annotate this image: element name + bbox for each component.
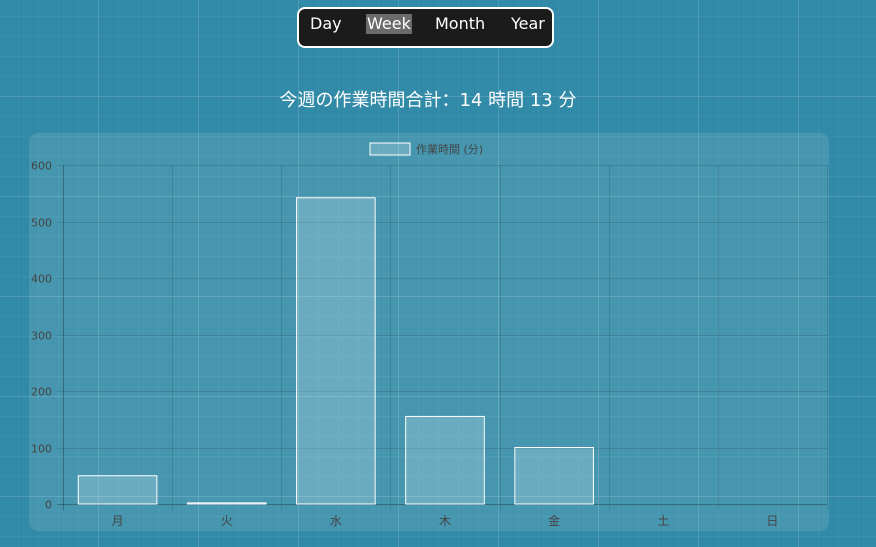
bar-0: [77, 475, 158, 505]
tab-week[interactable]: Week: [366, 14, 412, 34]
chart-panel: 0 100 200 300 400 500 600 月 火 水 木 金 土 日 作業時間 (分): [29, 133, 829, 531]
legend-label: 作業時間 (分): [416, 143, 483, 156]
x-tick-label: 月: [112, 514, 124, 528]
bar-chart: 0 100 200 300 400 500 600 月 火 水 木 金 土 日 作業時間 (分): [31, 142, 828, 528]
bar-4: [514, 447, 594, 505]
y-tick-label: 0: [45, 499, 52, 512]
x-tick-label: 土: [657, 514, 669, 528]
y-tick-label: 300: [31, 330, 52, 343]
bar-3: [405, 415, 485, 505]
y-tick-label: 400: [31, 273, 52, 286]
range-tab-bar: Day Week Month Year: [297, 7, 554, 48]
tab-day[interactable]: Day: [310, 14, 342, 33]
x-tick-label: 水: [330, 514, 342, 528]
x-tick-label: 火: [221, 514, 233, 528]
y-tick-label: 600: [31, 160, 52, 173]
weekly-total-summary: 今週の作業時間合計：14 時間 13 分: [279, 90, 577, 111]
x-tick-label: 日: [766, 514, 778, 528]
y-tick-label: 500: [31, 217, 52, 230]
y-tick-label: 100: [31, 443, 52, 456]
tab-month[interactable]: Month: [435, 14, 486, 33]
tab-year[interactable]: Year: [511, 14, 545, 33]
bar-2: [296, 197, 376, 505]
y-tick-label: 200: [31, 386, 52, 399]
legend-swatch: [369, 142, 411, 156]
bar-1: [186, 502, 267, 505]
x-tick-label: 木: [439, 514, 451, 528]
x-tick-label: 金: [548, 513, 560, 528]
